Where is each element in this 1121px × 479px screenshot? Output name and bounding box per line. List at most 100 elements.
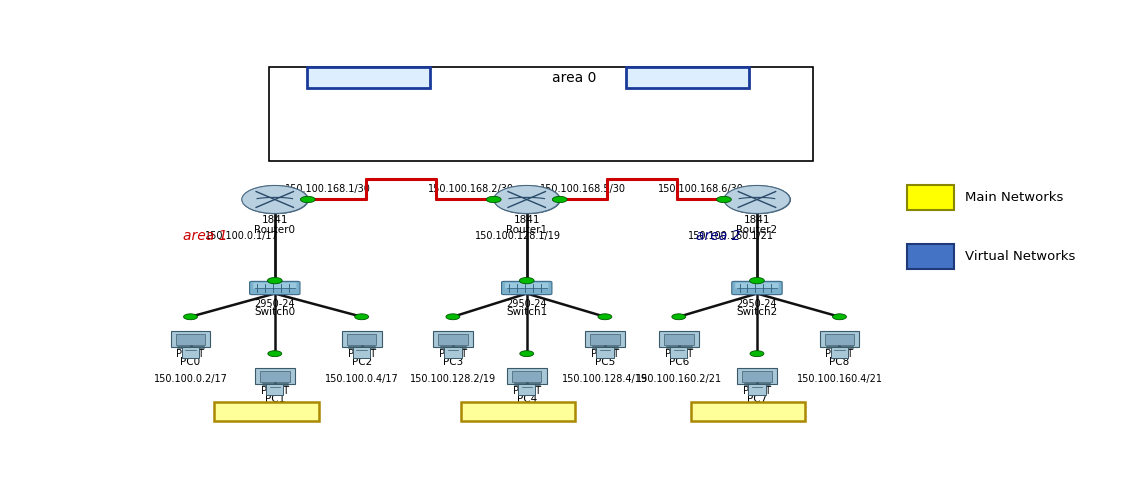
Circle shape xyxy=(833,314,846,319)
FancyBboxPatch shape xyxy=(353,347,370,358)
Text: 150.100.0.3/17: 150.100.0.3/17 xyxy=(238,411,312,421)
Circle shape xyxy=(242,185,308,214)
Text: 150.100.0.2/17: 150.100.0.2/17 xyxy=(154,374,228,384)
FancyBboxPatch shape xyxy=(501,281,552,295)
Circle shape xyxy=(354,314,369,319)
Text: 150.100.160.4/21: 150.100.160.4/21 xyxy=(797,374,882,384)
Text: 150.100.0.1/17: 150.100.0.1/17 xyxy=(205,231,279,241)
FancyBboxPatch shape xyxy=(736,368,777,384)
FancyBboxPatch shape xyxy=(590,334,620,345)
Text: PC-PT: PC-PT xyxy=(743,386,771,396)
FancyBboxPatch shape xyxy=(659,331,698,347)
Text: area 1: area 1 xyxy=(183,229,228,243)
Text: PC-PT: PC-PT xyxy=(591,349,619,359)
FancyBboxPatch shape xyxy=(260,371,289,382)
Text: 150.100.160.2/21: 150.100.160.2/21 xyxy=(636,374,722,384)
Text: 150.100.128.1/19: 150.100.128.1/19 xyxy=(474,231,560,241)
FancyBboxPatch shape xyxy=(732,281,782,295)
FancyBboxPatch shape xyxy=(250,281,300,295)
Text: 150.100.0.0/17: 150.100.0.0/17 xyxy=(220,407,313,417)
Text: 150.100.160.3/21: 150.100.160.3/21 xyxy=(714,411,800,421)
FancyBboxPatch shape xyxy=(444,347,462,358)
FancyBboxPatch shape xyxy=(254,368,295,384)
Circle shape xyxy=(493,185,559,214)
FancyBboxPatch shape xyxy=(907,244,954,269)
FancyBboxPatch shape xyxy=(170,331,211,347)
Text: 1841: 1841 xyxy=(743,215,770,225)
FancyBboxPatch shape xyxy=(825,334,854,345)
Text: PC-PT: PC-PT xyxy=(348,349,376,359)
Text: PC-PT: PC-PT xyxy=(176,349,204,359)
Text: 150.100.168.5/30: 150.100.168.5/30 xyxy=(540,184,626,194)
Text: 2950-24: 2950-24 xyxy=(254,299,295,309)
Circle shape xyxy=(553,196,567,203)
Circle shape xyxy=(520,351,534,356)
Circle shape xyxy=(750,351,763,356)
FancyBboxPatch shape xyxy=(518,384,536,395)
Circle shape xyxy=(494,186,560,214)
FancyBboxPatch shape xyxy=(433,331,473,347)
Text: 150.100.168.1/30: 150.100.168.1/30 xyxy=(285,184,371,194)
Circle shape xyxy=(724,186,790,214)
Text: 150.100.160.4/30: 150.100.160.4/30 xyxy=(633,73,742,83)
Text: PC-PT: PC-PT xyxy=(825,349,853,359)
Text: Router2: Router2 xyxy=(736,225,778,235)
Text: 150.100.160.0/21: 150.100.160.0/21 xyxy=(694,407,803,417)
Text: PC-PT: PC-PT xyxy=(261,386,289,396)
FancyBboxPatch shape xyxy=(342,331,381,347)
Circle shape xyxy=(268,277,282,284)
FancyBboxPatch shape xyxy=(213,402,318,421)
Text: Virtual Networks: Virtual Networks xyxy=(964,250,1075,263)
FancyBboxPatch shape xyxy=(735,283,779,288)
FancyBboxPatch shape xyxy=(749,384,766,395)
Text: 150.100.0.4/17: 150.100.0.4/17 xyxy=(325,374,399,384)
Text: 150.100.128.2/19: 150.100.128.2/19 xyxy=(410,374,495,384)
Text: 150.100.160.1/21: 150.100.160.1/21 xyxy=(687,231,773,241)
Circle shape xyxy=(597,314,612,319)
Text: Router0: Router0 xyxy=(254,225,295,235)
Text: PC0: PC0 xyxy=(180,357,201,367)
Text: PC1: PC1 xyxy=(265,394,285,404)
FancyBboxPatch shape xyxy=(253,283,296,288)
FancyBboxPatch shape xyxy=(664,334,694,345)
FancyBboxPatch shape xyxy=(831,347,849,358)
FancyBboxPatch shape xyxy=(307,68,429,88)
FancyBboxPatch shape xyxy=(504,283,548,288)
FancyBboxPatch shape xyxy=(670,347,687,358)
Text: 150.100.168.6/30: 150.100.168.6/30 xyxy=(658,184,744,194)
Text: 1841: 1841 xyxy=(261,215,288,225)
Text: Switch2: Switch2 xyxy=(736,307,778,317)
Circle shape xyxy=(724,185,790,214)
Circle shape xyxy=(519,277,534,284)
Text: 2950-24: 2950-24 xyxy=(736,299,777,309)
Circle shape xyxy=(446,314,460,319)
Circle shape xyxy=(300,196,315,203)
Text: PC-PT: PC-PT xyxy=(665,349,693,359)
Text: PC8: PC8 xyxy=(830,357,850,367)
Circle shape xyxy=(671,314,686,319)
FancyBboxPatch shape xyxy=(507,368,547,384)
FancyBboxPatch shape xyxy=(461,402,575,421)
Text: Switch1: Switch1 xyxy=(506,307,547,317)
FancyBboxPatch shape xyxy=(585,331,624,347)
Circle shape xyxy=(487,196,501,203)
Text: 150.100.128.3/19: 150.100.128.3/19 xyxy=(484,411,569,421)
Circle shape xyxy=(242,186,308,214)
Text: PC-PT: PC-PT xyxy=(438,349,467,359)
FancyBboxPatch shape xyxy=(907,185,954,210)
Text: PC3: PC3 xyxy=(443,357,463,367)
Text: 150.100.128.0/19: 150.100.128.0/19 xyxy=(463,407,573,417)
FancyBboxPatch shape xyxy=(512,371,541,382)
FancyBboxPatch shape xyxy=(596,347,613,358)
FancyBboxPatch shape xyxy=(438,334,467,345)
Circle shape xyxy=(268,351,281,356)
Text: PC6: PC6 xyxy=(668,357,689,367)
Text: PC7: PC7 xyxy=(747,394,767,404)
Text: Router1: Router1 xyxy=(507,225,547,235)
Circle shape xyxy=(750,277,765,284)
FancyBboxPatch shape xyxy=(346,334,377,345)
Text: Main Networks: Main Networks xyxy=(964,191,1063,204)
FancyBboxPatch shape xyxy=(819,331,860,347)
Text: Switch0: Switch0 xyxy=(254,307,295,317)
FancyBboxPatch shape xyxy=(266,384,284,395)
